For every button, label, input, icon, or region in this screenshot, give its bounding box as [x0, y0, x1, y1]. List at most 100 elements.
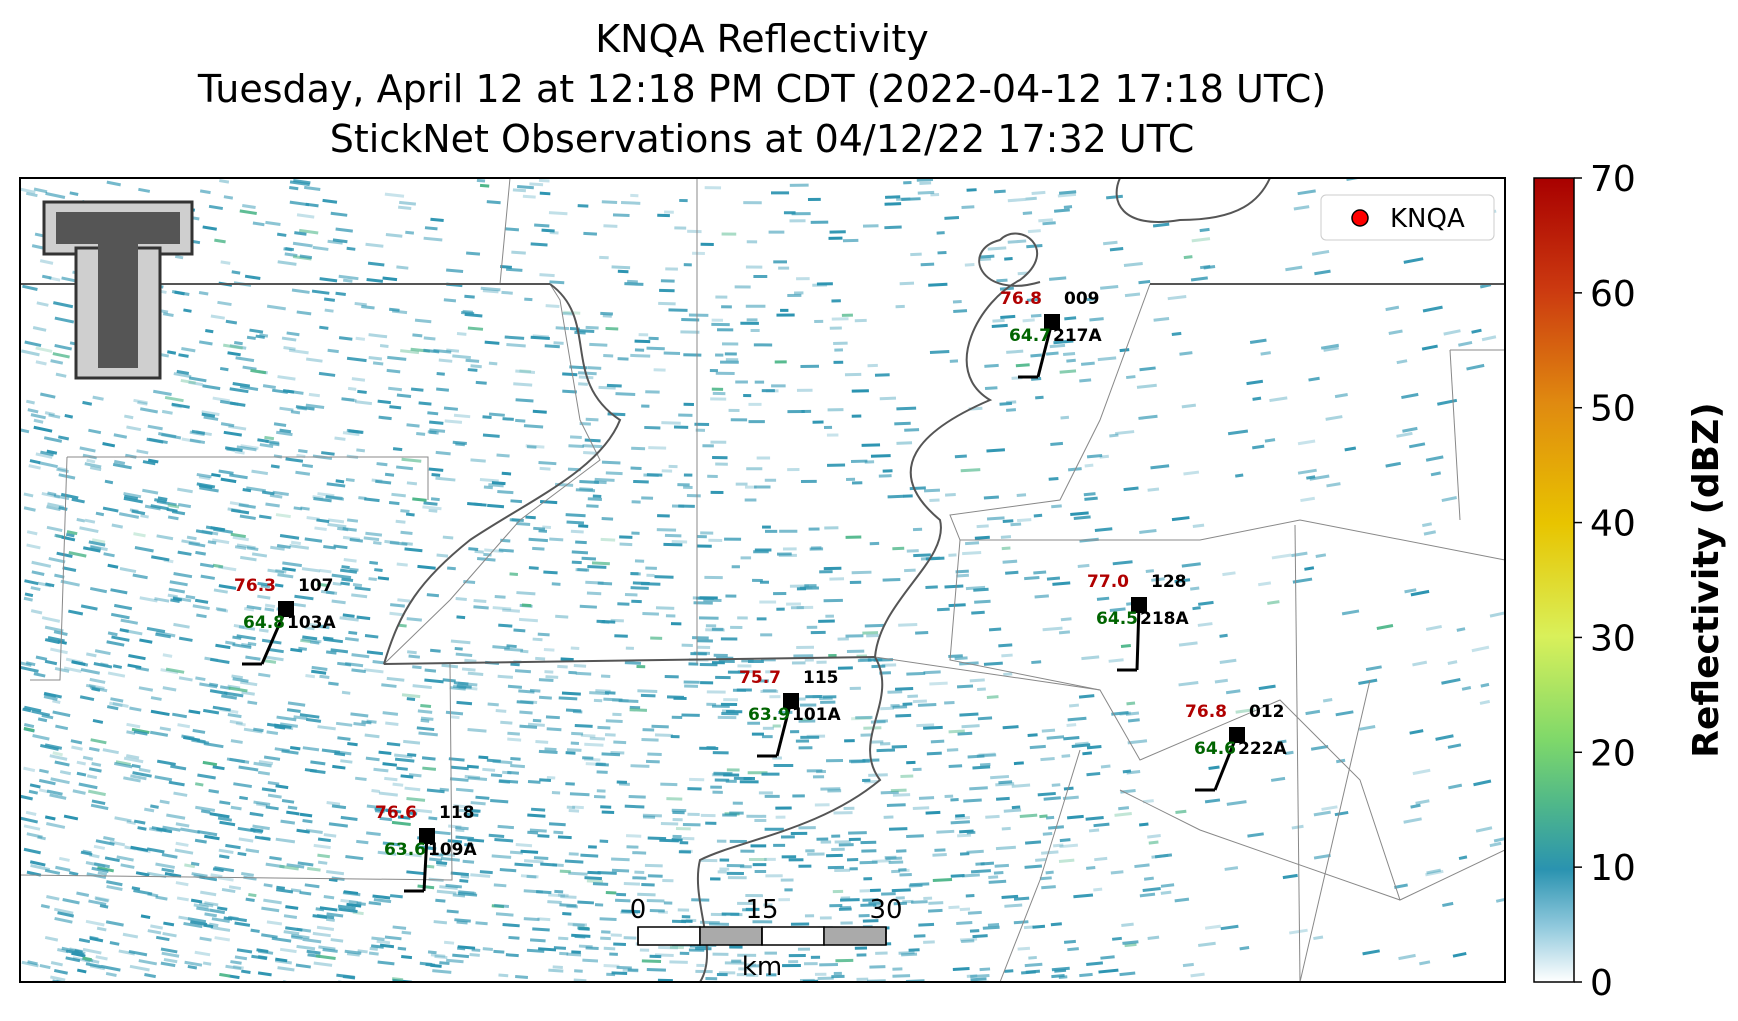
radar-echo — [1204, 924, 1221, 930]
radar-echo — [596, 789, 606, 793]
temperature: 76.8 — [1185, 702, 1227, 722]
radar-echo — [582, 756, 594, 760]
radar-echo — [882, 469, 893, 473]
radar-echo — [833, 811, 853, 815]
radar-echo — [123, 496, 144, 504]
radar-echo — [670, 735, 680, 739]
radar-echo — [775, 815, 786, 819]
radar-echo — [870, 740, 884, 744]
radar-echo — [238, 503, 256, 509]
radar-echo — [908, 883, 923, 888]
radar-echo — [1081, 655, 1100, 661]
radar-echo — [1048, 476, 1059, 481]
radar-echo — [23, 824, 41, 831]
radar-echo — [40, 450, 54, 457]
radar-echo — [30, 586, 41, 592]
radar-echo — [1475, 826, 1493, 833]
radar-echo — [515, 369, 536, 374]
radar-echo — [1479, 699, 1491, 705]
radar-echo — [423, 501, 438, 506]
radar-echo — [199, 486, 219, 493]
radar-echo — [1458, 855, 1468, 861]
radar-echo — [154, 775, 173, 782]
radar-echo — [586, 504, 599, 508]
radar-echo — [246, 335, 256, 341]
radar-echo — [835, 958, 854, 963]
radar-echo — [52, 699, 61, 704]
radar-echo — [1041, 850, 1059, 855]
radar-echo — [223, 430, 242, 437]
radar-echo — [570, 741, 580, 745]
radar-echo — [892, 705, 908, 709]
radar-echo — [71, 745, 83, 751]
radar-echo — [1190, 972, 1205, 978]
radar-echo — [60, 579, 80, 587]
radar-echo — [234, 921, 251, 927]
radar-echo — [488, 833, 505, 839]
radar-echo — [585, 946, 599, 951]
radar-echo — [654, 733, 673, 737]
radar-echo — [890, 788, 907, 793]
radar-echo — [855, 715, 873, 720]
radar-echo — [845, 535, 862, 539]
radar-echo — [559, 903, 577, 908]
radar-echo — [227, 916, 248, 923]
radar-echo — [1013, 920, 1029, 925]
radar-echo — [220, 422, 235, 428]
probe-id: 109A — [428, 840, 477, 860]
radar-echo — [570, 646, 580, 651]
radar-echo — [538, 178, 550, 183]
radar-echo — [613, 740, 627, 745]
radar-echo — [142, 460, 156, 466]
radar-echo — [961, 873, 980, 878]
radar-echo — [156, 534, 174, 541]
radar-echo — [227, 507, 241, 513]
radar-echo — [1471, 645, 1490, 653]
radar-echo — [1029, 744, 1046, 750]
radar-echo — [603, 964, 620, 968]
radar-echo — [480, 286, 501, 292]
radar-echo — [1289, 928, 1308, 935]
radar-echo — [719, 858, 730, 862]
radar-echo — [457, 945, 476, 950]
radar-echo — [88, 899, 107, 906]
title-line: Tuesday, April 12 at 12:18 PM CDT (2022-… — [197, 67, 1326, 111]
radar-echo — [663, 351, 681, 355]
radar-echo — [467, 776, 488, 781]
radar-echo — [775, 806, 792, 810]
radar-echo — [886, 803, 906, 807]
radar-echo — [507, 684, 523, 689]
radar-echo — [339, 616, 359, 622]
radar-echo — [475, 921, 488, 926]
radar-echo — [109, 840, 126, 847]
radar-echo — [1151, 853, 1169, 859]
radar-echo — [268, 648, 284, 654]
radar-echo — [72, 789, 86, 795]
radar-echo — [753, 275, 768, 279]
radar-echo — [655, 606, 675, 610]
radar-echo — [665, 614, 676, 618]
radar-echo — [43, 691, 62, 699]
radar-echo — [86, 774, 98, 780]
radar-echo — [683, 402, 694, 406]
radar-echo — [1430, 471, 1442, 477]
radar-echo — [190, 898, 203, 904]
radar-echo — [923, 725, 943, 730]
radar-echo — [1452, 951, 1467, 958]
radar-echo — [765, 670, 774, 674]
radar-echo — [760, 658, 776, 662]
radar-echo — [746, 467, 763, 471]
radar-echo — [961, 724, 980, 729]
radar-echo — [529, 182, 544, 187]
radar-echo — [910, 252, 922, 257]
radar-echo — [797, 947, 811, 951]
radar-echo — [455, 787, 474, 793]
radar-echo — [323, 637, 344, 644]
radar-echo — [315, 954, 336, 961]
radar-echo — [511, 250, 526, 255]
radar-echo — [21, 960, 39, 968]
radar-echo — [444, 419, 463, 424]
radar-echo — [729, 839, 747, 844]
radar-echo — [1425, 624, 1442, 631]
radar-echo — [780, 308, 789, 312]
